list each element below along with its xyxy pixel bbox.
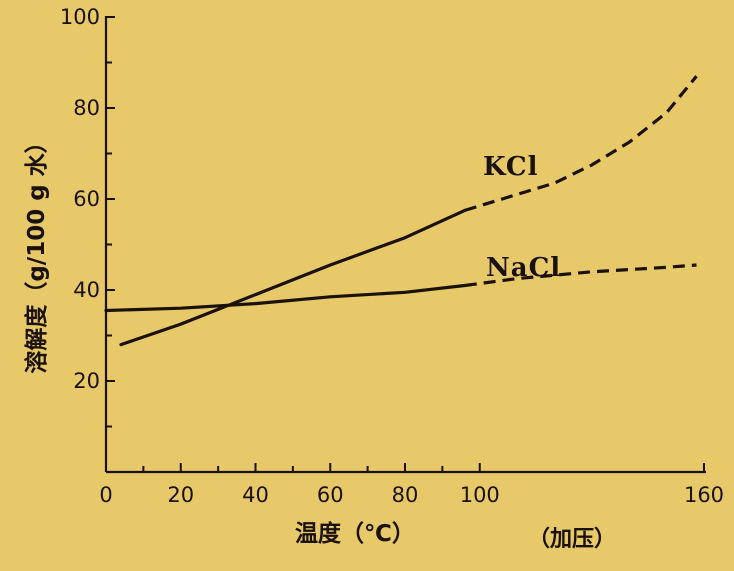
x-tick-label: 0 <box>99 483 112 507</box>
y-tick-label: 80 <box>73 96 100 120</box>
text-labels: KCl NaCl 温度（℃） （加压） 溶解度（g/100 g 水） <box>23 130 616 552</box>
series-label-nacl: NaCl <box>486 253 561 283</box>
series-line-kcl <box>119 208 467 347</box>
y-tick-label: 60 <box>73 187 100 211</box>
x-tick-label: 20 <box>167 483 194 507</box>
x-tick-label: 160 <box>684 483 724 507</box>
x-tick-label: 80 <box>392 483 419 507</box>
x-axis-note: （加压） <box>528 527 616 552</box>
y-axis-title: 溶解度（g/100 g 水） <box>23 130 50 373</box>
x-tick-label: 60 <box>317 483 344 507</box>
series-label-kcl: KCl <box>483 152 538 182</box>
axes: 0 20 40 60 80 100 160 20 40 60 80 100 <box>60 5 724 507</box>
series-line-nacl <box>104 283 467 313</box>
x-tick-label: 40 <box>242 483 269 507</box>
x-axis-title: 温度（℃） <box>295 520 415 547</box>
series-dashed-nacl <box>464 263 697 288</box>
series-lines <box>104 75 698 347</box>
y-tick-label: 20 <box>73 369 100 393</box>
y-tick-label: 100 <box>60 5 100 29</box>
y-tick-label: 40 <box>73 278 100 302</box>
x-tick-label: 100 <box>460 483 500 507</box>
series-dashed-kcl <box>464 75 698 212</box>
